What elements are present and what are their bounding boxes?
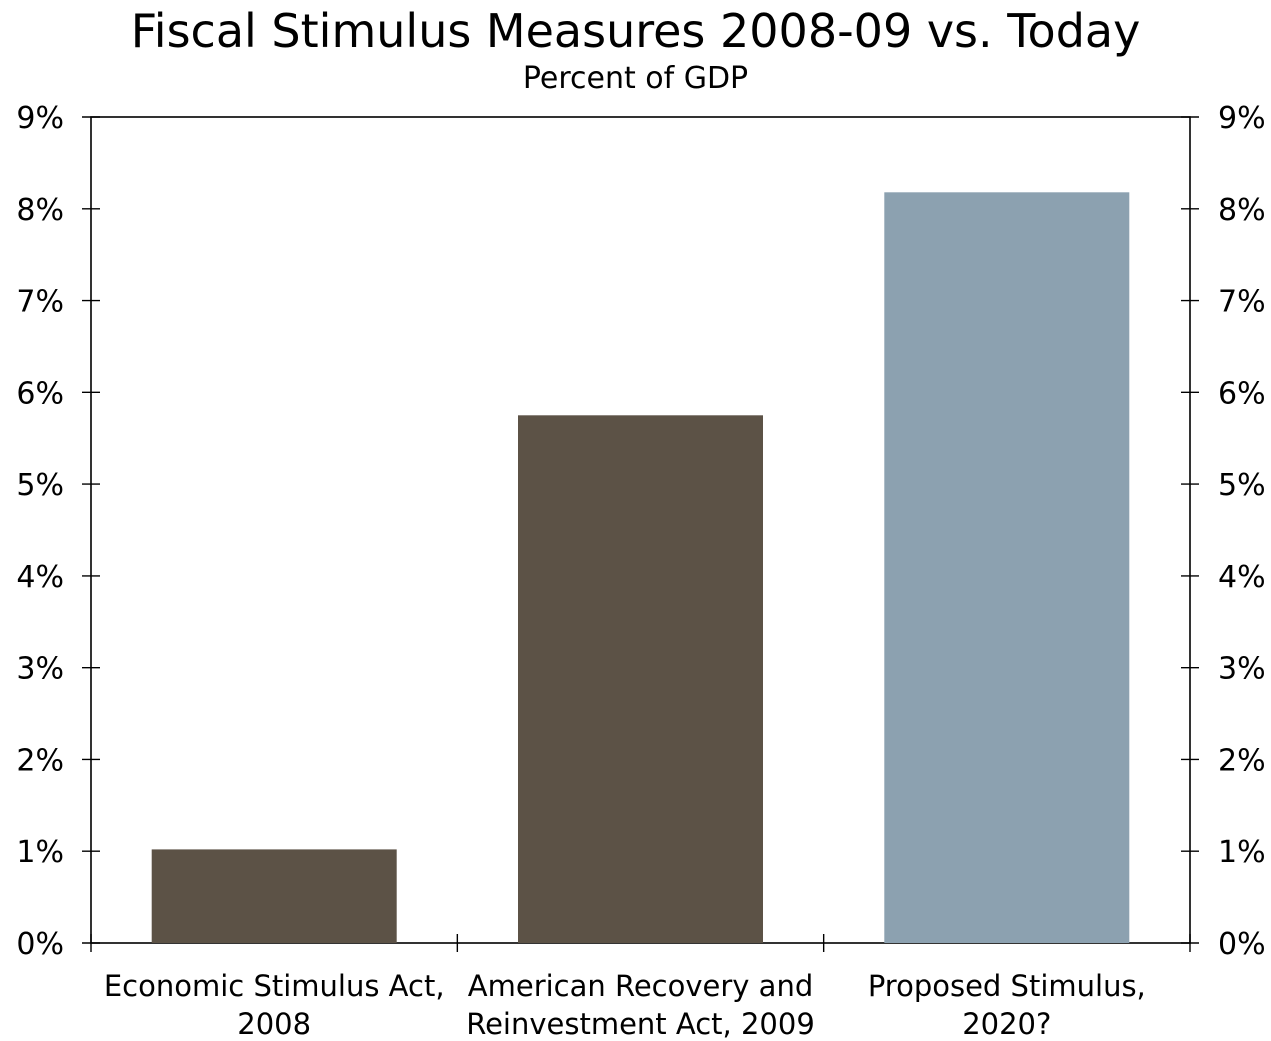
y-tick-label-left: 3% — [16, 652, 64, 687]
y-tick-label-right: 7% — [1218, 285, 1266, 320]
y-tick-label-right: 2% — [1218, 743, 1266, 778]
y-tick-label-right: 6% — [1218, 376, 1266, 411]
chart-title: Fiscal Stimulus Measures 2008-09 vs. Tod… — [130, 4, 1141, 58]
y-tick-label-left: 6% — [16, 376, 64, 411]
bar-1 — [151, 849, 397, 943]
x-tick-label-line: American Recovery and — [468, 969, 813, 1003]
x-tick-label-line: Proposed Stimulus, — [868, 969, 1146, 1003]
x-tick-label: Economic Stimulus Act, 2008 — [104, 969, 445, 1041]
y-tick-label-right: 0% — [1218, 927, 1266, 962]
x-tick-label-line: 2008 — [237, 1007, 311, 1041]
y-tick-label-right: 1% — [1218, 835, 1266, 870]
y-tick-label-left: 4% — [16, 560, 64, 595]
y-tick-label-left: 9% — [16, 101, 64, 136]
y-tick-label-left: 8% — [16, 193, 64, 228]
x-tick-label: Proposed Stimulus, 2020? — [868, 969, 1146, 1041]
y-tick-label-left: 0% — [16, 927, 64, 962]
y-tick-label-right: 3% — [1218, 652, 1266, 687]
x-tick-label-line: Reinvestment Act, 2009 — [466, 1007, 815, 1041]
y-tick-label-right: 5% — [1218, 468, 1266, 503]
y-tick-label-left: 5% — [16, 468, 64, 503]
y-tick-label-left: 1% — [16, 835, 64, 870]
y-tick-label-left: 2% — [16, 743, 64, 778]
y-tick-label-right: 8% — [1218, 193, 1266, 228]
x-tick-label: American Recovery and Reinvestment Act, 2… — [466, 969, 815, 1041]
bar-3 — [884, 192, 1130, 944]
labels: 0% 0% 1% 1% 2% 2% 3% 3% 4% 4% 5% 5% 6% 6% 7% 7% 8% 8% 9% 9%… — [16, 101, 1265, 1041]
y-tick-label-right: 9% — [1218, 101, 1266, 136]
x-tick-label-line: 2020? — [962, 1007, 1051, 1041]
bar-2 — [518, 415, 763, 943]
chart-subtitle: Percent of GDP — [522, 61, 749, 96]
bars — [151, 192, 1130, 944]
x-tick-label-line: Economic Stimulus Act, — [104, 969, 445, 1003]
ticks — [82, 116, 1199, 952]
y-tick-label-left: 7% — [16, 285, 64, 320]
y-tick-label-right: 4% — [1218, 560, 1266, 595]
